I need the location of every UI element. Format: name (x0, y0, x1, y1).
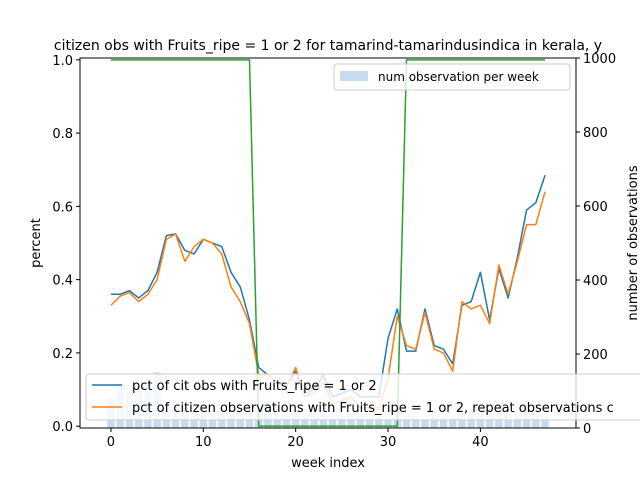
y2-tick-label-600: 600 (583, 200, 608, 215)
bar-week-36 (439, 416, 448, 428)
y2-tick-label-800: 800 (583, 126, 608, 141)
x-tick-label-0: 0 (107, 435, 115, 450)
x-tick-label-30: 30 (380, 435, 397, 450)
y-tick-label-0.2: 0.2 (52, 347, 73, 362)
bar-week-13 (227, 413, 235, 428)
bar-week-38 (458, 413, 466, 428)
bar-week-22 (310, 415, 318, 428)
x-axis: 0 10 20 30 40 (107, 428, 489, 450)
chart-title: citizen obs with Fruits_ripe = 1 or 2 fo… (54, 38, 602, 54)
bar-week-18 (273, 413, 281, 428)
bar-week-19 (282, 415, 291, 428)
bar-week-25 (338, 416, 346, 428)
x-tick-label-10: 10 (195, 435, 212, 450)
x-axis-label: week index (291, 456, 365, 471)
legend-lines-frame (85, 373, 640, 421)
bar-week-27 (356, 415, 365, 428)
plot-frame (79, 57, 577, 429)
legend-line-1-label: pct of cit obs with Fruits_ripe = 1 or 2 (132, 379, 377, 394)
y-tick-label-0: 0.0 (52, 420, 73, 435)
bar-week-33 (412, 416, 420, 428)
bar-week-32 (402, 415, 411, 428)
legend-bars-label: num observation per week (378, 70, 539, 84)
series-line-3 (110, 59, 546, 427)
y-tick-label-0.6: 0.6 (52, 200, 73, 215)
bar-week-35 (430, 415, 438, 428)
legend-line-2-label: pct of citizen observations with Fruits_… (132, 401, 614, 416)
y-tick-label-0.4: 0.4 (52, 274, 73, 289)
y-tick-label-1: 1.0 (52, 54, 73, 69)
y-axis-label: percent (29, 218, 44, 268)
legend-bars-swatch (340, 71, 368, 81)
bar-week-29 (375, 416, 383, 428)
y2-tick-label-1000: 1000 (583, 52, 616, 67)
y2-tick-label-200: 200 (583, 348, 608, 363)
bar-week-46 (532, 413, 540, 428)
y-axis-right: 0 200 400 600 800 1000 (576, 52, 616, 437)
bar-week-34 (421, 418, 429, 428)
y2-tick-label-0: 0 (583, 422, 591, 437)
x-tick-label-40: 40 (472, 435, 489, 450)
bar-week-47 (541, 416, 549, 428)
legend-bars-frame (333, 63, 571, 91)
y-axis-left: 0.0 0.2 0.4 0.6 0.8 1.0 (52, 54, 80, 435)
x-tick-label-20: 20 (287, 435, 304, 450)
bar-week-37 (448, 416, 457, 428)
legend-lines: pct of cit obs with Fruits_ripe = 1 or 2… (85, 373, 640, 421)
y-tick-label-0.8: 0.8 (52, 127, 73, 142)
bar-week-21 (301, 416, 309, 428)
legend-bars: num observation per week (333, 63, 571, 91)
y2-tick-label-400: 400 (583, 274, 608, 289)
bar-week-28 (365, 418, 374, 428)
bar-week-26 (347, 413, 355, 428)
bar-week-43 (504, 413, 512, 428)
bar-week-24 (328, 416, 337, 428)
y2-axis-label: number of observations (626, 165, 640, 320)
bar-week-30 (384, 418, 392, 428)
